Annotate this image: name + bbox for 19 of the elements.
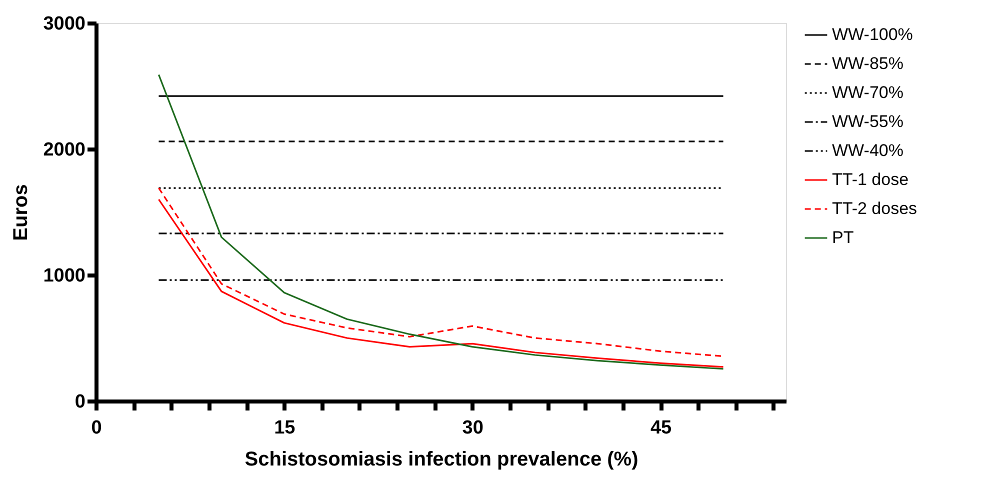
x-tick-label: 15	[274, 418, 296, 438]
legend-label: TT-1 dose	[832, 170, 909, 189]
x-tick-label: 30	[462, 418, 484, 438]
legend-label: WW-100%	[832, 25, 913, 44]
legend-label: WW-55%	[832, 112, 904, 131]
x-axis-title: Schistosomiasis infection prevalence (%)	[244, 448, 638, 470]
legend-label: PT	[832, 228, 854, 247]
y-tick-label: 1000	[43, 266, 86, 286]
y-axis-title: Euros	[10, 184, 32, 241]
x-tick-label: 45	[650, 418, 672, 438]
y-tick-label: 2000	[43, 140, 86, 160]
line-series	[158, 74, 724, 370]
legend-label: TT-2 doses	[832, 199, 918, 218]
legend-label: WW-40%	[832, 141, 904, 160]
legend-label: WW-70%	[832, 83, 904, 102]
x-tick-label: 0	[91, 418, 102, 438]
y-tick-label: 3000	[43, 14, 86, 34]
legend-label: WW-85%	[832, 54, 904, 73]
y-tick-label: 0	[74, 392, 86, 412]
